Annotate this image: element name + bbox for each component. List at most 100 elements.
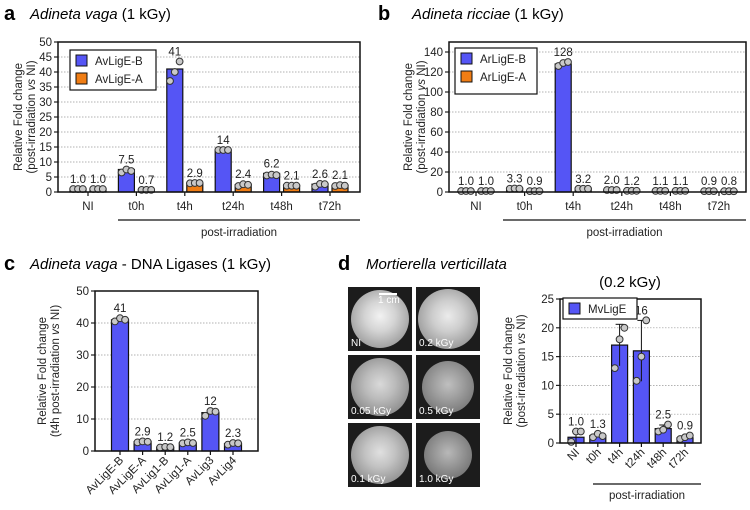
replicate-point [340,181,349,190]
y-axis-label-part: NI) [50,305,62,324]
y-axis-label: Relative Fold change [503,317,515,425]
replicate-point [642,316,651,325]
replicate-point [121,315,129,324]
x-tick-label: t72h [319,201,341,213]
photo-tile: 0.2 kGy [416,287,480,351]
scale-bar [379,293,397,295]
photo-label: 0.5 kGy [419,406,454,417]
x-tick-label: t0h [584,447,604,467]
y-tick-label: 20 [39,127,52,139]
legend [562,297,638,320]
y-tick-label: 50 [76,286,89,298]
replicate-point [166,77,174,85]
x-tick-label: t0h [517,201,533,213]
x-tick-label: t24h [623,447,647,471]
y-axis-label: Relative Fold change [13,63,25,171]
y-tick-label: 30 [39,97,52,109]
panel-title-a: Adineta vaga (1 kGy) [29,6,171,23]
y-axis-label-part: vs [416,79,428,91]
photo-label: 0.05 kGy [351,406,392,417]
y-axis-label: Relative Fold change [37,317,49,425]
y-axis-label-part: NI) [26,60,38,79]
bar-AvLigE-B-t4h [166,68,184,193]
x-tick-label: t72h [667,447,691,471]
replicate-point [610,364,619,373]
photo-label: NI [351,338,361,349]
value-label: 1.3 [590,419,606,431]
value-label: 12 [204,396,217,408]
value-label: 1.0 [70,174,86,186]
value-label: 0.9 [527,176,543,188]
legend-swatch [460,70,473,83]
replicate-point [292,181,301,190]
y-tick-label: 0 [46,187,52,199]
plot-frame [57,41,361,193]
fungal-colony [424,431,472,479]
replicate-point [632,376,641,385]
species-name: Adineta ricciae [411,6,510,23]
replicate-point [143,437,152,446]
y-tick-label: 20 [76,382,89,394]
value-label: 41 [168,47,181,59]
y-axis-label-line2: (post-irradiation vs NI) [516,314,528,427]
value-label: 128 [554,47,573,59]
replicate-point [466,187,475,195]
replicate-point [615,335,624,344]
y-tick-label: 30 [76,350,89,362]
y-tick-label: 20 [430,167,443,179]
x-tick-label: NI [566,447,583,464]
replicate-point [659,425,668,434]
photo-tile: 0.05 kGy [348,355,412,419]
y-tick-label: 5 [548,409,554,421]
value-label: 1.0 [90,174,106,186]
replicate-point [598,432,607,440]
replicate-point [637,352,646,361]
y-tick-label: 60 [430,127,443,139]
y-tick-label: 40 [430,147,443,159]
replicate-point [234,439,243,448]
y-tick-label: 15 [39,142,52,154]
y-tick-label: 10 [39,157,52,169]
value-label: 2.5 [180,427,196,439]
legend-label: MvLigE [588,304,627,316]
fungal-colony [422,361,474,413]
value-label: 2.9 [135,426,151,438]
x-tick-label: t4h [177,201,193,213]
replicate-point [709,187,718,196]
replicate-point [272,171,281,180]
photo-label: 1.0 kGy [419,474,454,485]
legend-label: ArLigE-A [480,72,526,84]
y-tick-label: 40 [39,67,52,79]
chart-b: 0 20 40 60 80 100 120 140 1.0 3.3 128 2.0 1.1 0.9 1.0 0… [403,41,747,239]
value-label: 16 [635,305,648,317]
y-axis-label-part: (post-irradiation [416,90,428,173]
replicate-point [486,187,495,195]
y-tick-label: 40 [76,318,89,330]
group-label: post-irradiation [609,490,685,502]
y-axis-label-part: NI) [416,60,428,79]
value-label: 6.2 [264,158,280,170]
chart-d: 05101520251.01.317162.50.9NIt0ht4ht24ht4… [503,294,702,502]
x-tick-label: t48h [659,201,681,213]
value-label: 14 [217,135,230,147]
y-tick-label: 0 [83,446,89,458]
photo-label: 0.1 kGy [351,474,386,485]
replicate-point [685,431,694,440]
panel-letter-d: d [338,253,350,275]
chart-a: 0 5 10 15 20 25 30 35 40 45 50 1.0 7.5 41 14 6.2 2.6 1.0 0… [13,37,361,239]
legend-swatch [75,54,88,67]
replicate-point [729,187,738,196]
y-tick-label: 120 [424,67,443,79]
y-axis-label-part: (post-irradiation [26,90,38,173]
y-axis-label-part: NI) [516,314,528,333]
x-tick-label: t24h [611,201,633,213]
replicate-point [244,180,252,189]
value-label: 2.9 [187,168,203,180]
y-tick-label: 35 [39,82,52,94]
plot-frame [448,41,747,193]
y-tick-label: 10 [76,414,89,426]
y-axis-label-line2: (post-irradiation vs NI) [26,60,38,173]
y-tick-label: 5 [46,172,52,184]
replicate-point [535,187,544,196]
